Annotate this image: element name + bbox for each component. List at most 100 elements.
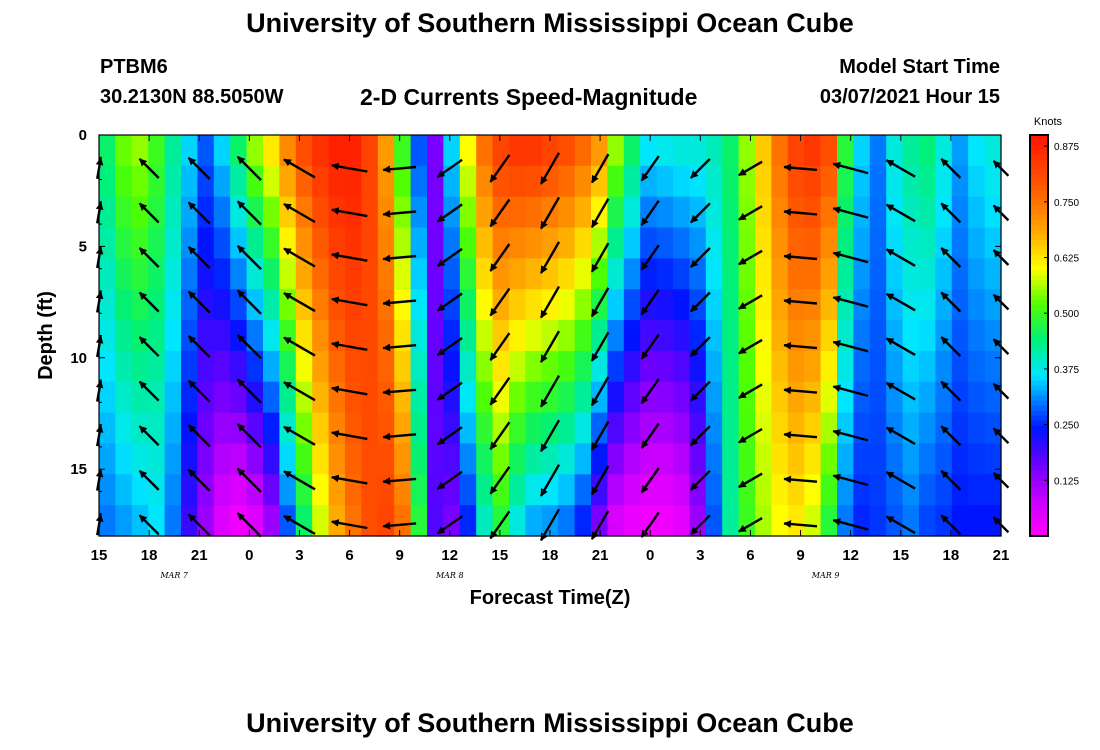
heatmap-cell: [230, 135, 248, 167]
heatmap-cell: [509, 227, 526, 259]
heatmap-cell: [295, 320, 313, 352]
heatmap-cell: [345, 381, 362, 414]
heatmap-cell: [525, 258, 543, 290]
heatmap-cell: [755, 196, 772, 229]
heatmap-cell: [837, 165, 854, 198]
current-vector: [382, 521, 417, 530]
colorbar-swatch: [1030, 455, 1048, 462]
colorbar-tick-label: 0.250: [1054, 421, 1079, 432]
heatmap-cell: [492, 443, 510, 475]
heatmap-cell: [459, 443, 477, 475]
colorbar-swatch: [1030, 470, 1048, 477]
current-vector: [832, 340, 869, 353]
heatmap-cell: [984, 350, 1002, 383]
heatmap-cell: [181, 135, 198, 167]
heatmap-cell: [771, 135, 789, 167]
heatmap-cell: [640, 258, 658, 290]
heatmap-cell: [279, 443, 297, 475]
heatmap-cell: [968, 381, 986, 414]
heatmap-cell: [722, 227, 740, 259]
heatmap-cell: [869, 443, 887, 475]
current-vector: [940, 247, 962, 268]
heatmap-cell: [558, 381, 576, 414]
heatmap-cell: [722, 474, 740, 506]
heatmap-cell: [295, 505, 313, 537]
current-vector: [832, 161, 869, 175]
heatmap-cell: [115, 135, 133, 167]
heatmap-cell: [591, 443, 608, 475]
heatmap-cell: [476, 474, 494, 506]
heatmap-cell: [295, 135, 313, 167]
heatmap-cell: [722, 320, 740, 352]
current-vector: [187, 246, 211, 269]
current-vector: [832, 429, 869, 442]
plot-subtitle: 2-D Currents Speed-Magnitude: [360, 84, 698, 110]
heatmap-cell: [459, 289, 477, 321]
heatmap-cell: [820, 165, 838, 198]
current-vector: [640, 467, 660, 494]
heatmap-cell: [574, 320, 592, 352]
heatmap-cell: [558, 289, 576, 321]
heatmap-cell: [99, 165, 116, 198]
current-vector: [138, 425, 160, 447]
heatmap-cell: [968, 412, 986, 445]
colorbar-swatch: [1030, 460, 1048, 467]
heatmap-cell: [558, 474, 576, 506]
colorbar-swatch: [1030, 150, 1048, 156]
heatmap-cell: [722, 289, 740, 321]
colorbar-swatch: [1030, 280, 1048, 286]
heatmap-cell: [476, 320, 494, 352]
colorbar-swatch: [1030, 305, 1048, 312]
colorbar-swatch: [1030, 400, 1048, 407]
heatmap-cell: [935, 227, 953, 259]
heatmap-cell: [263, 474, 280, 506]
current-vector: [738, 294, 763, 310]
heatmap-cell: [968, 196, 986, 229]
heatmap-cell: [213, 412, 231, 445]
colorbar-swatch: [1030, 170, 1048, 176]
heatmap-cell: [919, 320, 936, 352]
colorbar-swatch: [1030, 495, 1048, 502]
heatmap-cell: [263, 258, 280, 290]
colorbar-swatch: [1030, 205, 1048, 211]
heatmap-cell: [197, 196, 215, 229]
heatmap-cell: [312, 381, 330, 414]
heatmap-cell: [377, 258, 395, 290]
heatmap-cell: [312, 227, 330, 259]
heatmap-cell: [377, 505, 395, 537]
heatmap-cell: [574, 443, 592, 475]
heatmap-cell: [492, 165, 510, 198]
heatmap-cell: [558, 227, 576, 259]
heatmap-cell: [574, 258, 592, 290]
heatmap-cell: [673, 350, 690, 383]
current-vector: [940, 291, 962, 313]
heatmap-cell: [164, 412, 182, 445]
current-vector: [783, 297, 818, 306]
heatmap-cell: [410, 505, 428, 537]
heatmap-cell: [902, 135, 920, 167]
heatmap-cell: [837, 505, 854, 537]
heatmap-cell: [820, 135, 838, 167]
heatmap-cell: [738, 505, 756, 537]
heatmap-cell: [361, 258, 379, 290]
heatmap-cell: [263, 505, 280, 537]
heatmap-cell: [115, 443, 133, 475]
heatmap-cell: [131, 474, 149, 506]
current-vector: [382, 432, 417, 441]
heatmap-cell: [394, 258, 412, 290]
heatmap-cell: [935, 443, 953, 475]
heatmap-cell: [459, 165, 477, 198]
heatmap-cell: [312, 474, 330, 506]
heatmap-cell: [804, 381, 822, 414]
colorbar-swatch: [1030, 415, 1048, 422]
colorbar-swatch: [1030, 140, 1048, 146]
heatmap-cell: [148, 350, 166, 383]
colorbar-swatch: [1030, 335, 1048, 342]
colorbar-swatch: [1030, 370, 1048, 377]
heatmap-cell: [574, 350, 592, 383]
heatmap-cell: [164, 258, 182, 290]
current-vector: [590, 465, 610, 496]
heatmap-cell: [853, 135, 871, 167]
heatmap-cell: [689, 320, 707, 352]
